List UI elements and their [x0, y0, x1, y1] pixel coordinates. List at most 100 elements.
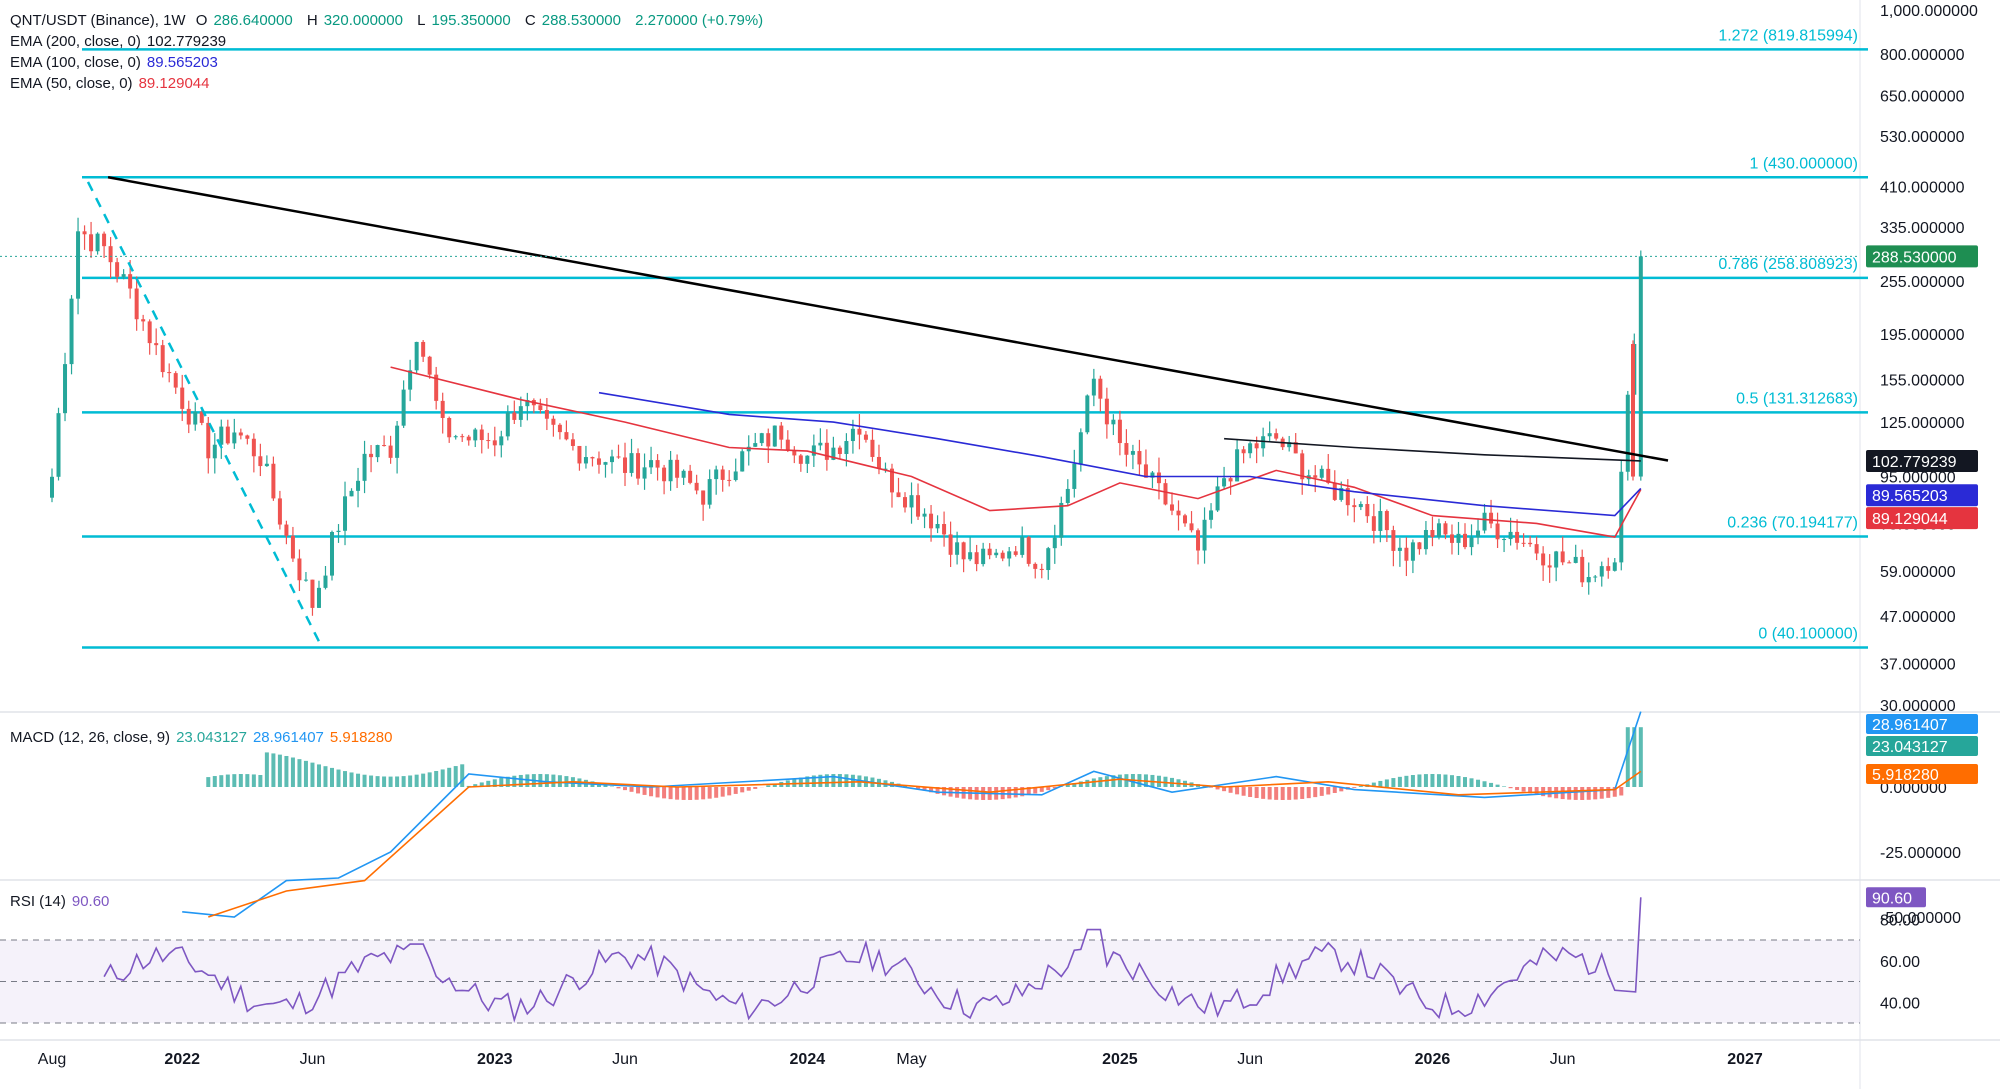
candle-body	[1111, 419, 1116, 425]
ema100-price-tag-bg	[1866, 484, 1978, 507]
time-tick-label: Jun	[612, 1051, 638, 1068]
price-tick-label: 59.000000	[1880, 564, 1956, 581]
macd-hist-bar	[1287, 787, 1292, 800]
macd-hist-bar	[1267, 787, 1272, 800]
candle-body	[681, 470, 686, 478]
candle-body	[486, 440, 491, 442]
candle-body	[1026, 537, 1031, 564]
macd-hist-bar	[492, 779, 497, 787]
candle-body	[818, 442, 823, 446]
fib-level-label: 0 (40.100000)	[1758, 625, 1858, 642]
macd-hist-bar	[688, 787, 693, 800]
candle-body	[883, 468, 888, 470]
macd-hist-bar	[1013, 787, 1018, 798]
symbol-legend: QNT/USDT (Binance), 1W O 286.640000 H 320.…	[10, 12, 773, 30]
macd-hist-bar	[479, 782, 484, 787]
candle-body	[323, 575, 328, 588]
candle-body	[974, 552, 979, 565]
candle-body	[1560, 551, 1565, 563]
candle-body	[505, 412, 510, 437]
candle-body	[1202, 519, 1207, 551]
candle-body	[889, 468, 894, 493]
time-tick-label: Jun	[1237, 1051, 1263, 1068]
macd-hist-bar	[1358, 786, 1363, 787]
candle-body	[1098, 378, 1103, 399]
macd-hist-bar	[1332, 787, 1337, 793]
macd-hist-bar	[362, 774, 367, 787]
price-tick-label: 335.000000	[1880, 220, 1965, 237]
candle-body	[69, 298, 74, 365]
candle-body	[1326, 468, 1331, 483]
macd-hist-bar	[1515, 787, 1520, 790]
macd-hist-bar	[1586, 787, 1591, 800]
macd-hist-bar	[486, 780, 491, 787]
ema200-legend[interactable]: EMA (200, close, 0) 102.779239	[10, 33, 232, 51]
candle-body	[733, 471, 738, 481]
macd-hist-bar	[408, 775, 413, 787]
macd-hist-bar	[290, 757, 295, 787]
price-tick-label: 195.000000	[1880, 327, 1965, 344]
macd-hist-bar	[1254, 787, 1259, 799]
macd-hist-bar	[707, 787, 712, 799]
macd-hist-bar	[766, 785, 771, 787]
candle-body	[1091, 378, 1096, 396]
candle-body	[206, 422, 211, 459]
candle-body	[310, 579, 315, 608]
symbol-title: QNT/USDT (Binance), 1W	[10, 12, 186, 29]
macd-hist-bar	[916, 787, 921, 789]
candle-body	[929, 513, 934, 529]
macd-hist-bar	[512, 775, 517, 787]
macd-signal-line	[208, 770, 1642, 918]
rsi-legend[interactable]: RSI (14) 90.60	[10, 893, 115, 911]
ema100-legend[interactable]: EMA (100, close, 0) 89.565203	[10, 54, 224, 72]
macd-signal-value: 5.918280	[329, 729, 393, 746]
candle-body	[1033, 563, 1038, 569]
macd-hist-bar	[844, 774, 849, 787]
ema200-value: 102.779239	[146, 33, 227, 50]
ema50-legend[interactable]: EMA (50, close, 0) 89.129044	[10, 75, 215, 93]
candle-body	[1104, 398, 1109, 425]
ema200-price-tag-bg	[1866, 449, 1978, 472]
macd-hist-bar	[811, 775, 816, 787]
candle-body	[245, 435, 250, 439]
candle-body	[1482, 512, 1487, 531]
macd-hist-bar	[1599, 787, 1604, 799]
macd-hist-bar	[219, 775, 224, 787]
macd-hist-bar	[733, 787, 738, 794]
macd-hist-bar	[1209, 787, 1214, 788]
candle-body	[1319, 468, 1324, 478]
macd-hist-bar	[922, 787, 927, 791]
macd-hist-bar	[1371, 782, 1376, 787]
macd-hist-bar	[753, 787, 758, 789]
candle-body	[212, 444, 217, 459]
candle-body	[316, 587, 321, 608]
candle-body	[466, 436, 471, 441]
candle-body	[544, 410, 549, 419]
candle-body	[596, 458, 601, 465]
macd-hist-bar	[1567, 787, 1572, 800]
candle-body	[863, 434, 868, 440]
candle-body	[1586, 576, 1591, 583]
macd-hist-bar	[310, 762, 315, 787]
candle-body	[1476, 530, 1481, 538]
descending-trendline	[107, 176, 1669, 462]
macd-hist-bar	[1091, 778, 1096, 787]
candle-body	[1404, 547, 1409, 561]
macd-hist-bar	[1248, 787, 1253, 797]
candle-body	[1410, 542, 1415, 561]
macd-hist-bar	[1241, 787, 1246, 796]
macd-hist-bar	[714, 787, 719, 798]
ema100-line	[598, 391, 1642, 517]
candle-body	[1261, 436, 1266, 449]
macd-hist-bar	[284, 755, 289, 787]
candle-body	[369, 453, 374, 458]
candle-body	[479, 429, 484, 441]
candle-body	[1593, 576, 1598, 578]
rsi-label: RSI (14)	[10, 893, 66, 910]
macd-hist-bar	[212, 776, 217, 787]
candle-body	[903, 497, 908, 508]
macd-hist-bar	[1085, 779, 1090, 787]
macd-legend[interactable]: MACD (12, 26, close, 9) 23.043127 28.96140…	[10, 729, 398, 747]
candle-body	[968, 552, 973, 560]
